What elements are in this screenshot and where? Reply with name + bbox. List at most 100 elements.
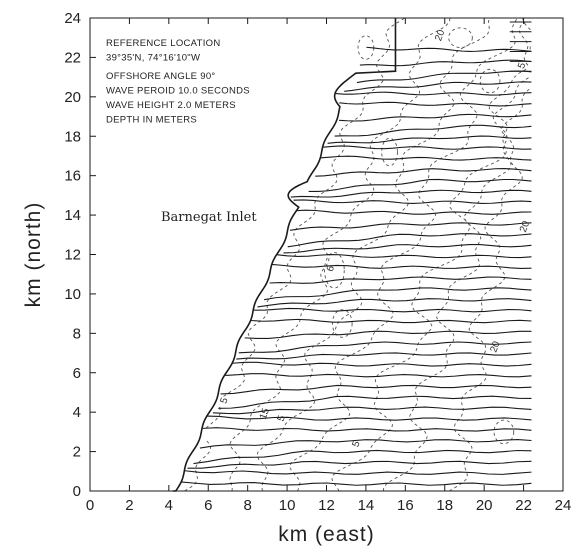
shoal-contour — [324, 252, 345, 289]
wave-ray — [269, 276, 532, 284]
x-tick-label: 16 — [397, 497, 414, 514]
barnegat-inlet-label: Barnegat Inlet — [161, 210, 257, 225]
wave-ray — [295, 209, 532, 215]
x-tick-label: 8 — [243, 497, 251, 514]
contour-depth-label: 20 — [518, 219, 532, 234]
x-tick-label: 2 — [125, 497, 133, 514]
shoal-contour — [331, 309, 353, 338]
wave-ray — [187, 460, 532, 469]
y-tick-label: 12 — [64, 247, 81, 264]
wave-ray — [283, 243, 532, 254]
annotation-line-reference: REFERENCE LOCATION — [106, 38, 221, 49]
wave-ray — [236, 352, 532, 360]
wave-ray — [323, 145, 532, 150]
wave-ray — [276, 254, 532, 259]
wave-ray — [232, 361, 532, 367]
wave-ray — [339, 113, 532, 122]
wave-ray — [308, 178, 532, 193]
y-tick-label: 22 — [64, 49, 81, 66]
wave-ray — [212, 406, 532, 415]
wave-ray — [359, 59, 532, 67]
x-tick-label: 0 — [86, 497, 94, 514]
y-tick-label: 16 — [64, 168, 81, 185]
wave-ray — [293, 199, 532, 205]
wave-ray — [218, 395, 532, 409]
x-tick-label: 4 — [165, 497, 173, 514]
wave-ray — [344, 81, 532, 92]
wave-ray — [290, 222, 532, 231]
wave-ray — [244, 330, 532, 340]
annotation-line-angle: OFFSHORE ANGLE 90° — [106, 71, 216, 82]
y-tick-label: 18 — [64, 128, 81, 145]
wave-ray — [315, 168, 532, 177]
depth-contour-line — [331, 68, 527, 492]
annotation-line-depth: DEPTH IN METERS — [106, 115, 197, 126]
y-tick-label: 0 — [73, 483, 81, 500]
wave-ray — [199, 439, 532, 449]
wave-ray — [238, 341, 532, 354]
x-tick-label: 12 — [318, 497, 335, 514]
contour-depth-label: 6 — [325, 264, 337, 273]
wave-ray — [334, 124, 532, 137]
wave-ray — [339, 101, 532, 107]
y-tick-label: 10 — [64, 286, 81, 303]
y-tick-label: 2 — [73, 444, 81, 461]
depth-contour-line — [448, 21, 530, 492]
wave-ray — [206, 415, 532, 421]
contour-depth-label: 15 — [258, 406, 272, 421]
x-tick-label: 14 — [358, 497, 375, 514]
x-tick-label: 22 — [515, 497, 532, 514]
x-tick-label: 10 — [279, 497, 296, 514]
wave-rays — [181, 21, 532, 486]
y-tick-label: 14 — [64, 207, 81, 224]
annotation-line-height: WAVE HEIGHT 2.0 METERS — [106, 100, 236, 111]
shoal-contour — [381, 137, 398, 167]
wave-ray — [356, 70, 532, 84]
contour-depth-label: 5 — [351, 439, 363, 448]
x-axis-ticks: 0 2 4 6 8 10 12 14 16 18 20 22 24 — [86, 18, 572, 514]
wave-ray — [335, 91, 532, 96]
annotation-line-coords: 39°35'N, 74°16'10"W — [106, 53, 200, 64]
wave-ray — [327, 135, 532, 144]
x-tick-label: 20 — [476, 497, 493, 514]
contour-depth-label: 20 — [488, 339, 502, 354]
wave-ray — [366, 46, 532, 52]
y-tick-label: 20 — [64, 89, 81, 106]
x-tick-label: 18 — [436, 497, 453, 514]
wave-ray — [225, 373, 532, 378]
wave-ray — [320, 155, 532, 161]
wave-ray — [184, 470, 532, 475]
y-tick-label: 8 — [73, 325, 81, 342]
wave-ray — [290, 189, 532, 198]
contour-depth-label: 20 — [433, 28, 447, 43]
y-axis-title: km (north) — [22, 202, 45, 308]
coastline — [172, 18, 397, 492]
x-tick-label: 24 — [555, 497, 572, 514]
wave-ray — [202, 427, 532, 432]
wave-ray — [254, 307, 532, 313]
contour-depth-label: 5 — [218, 396, 230, 405]
x-tick-label: 6 — [204, 497, 212, 514]
wave-ray — [220, 384, 532, 395]
annotation-block: REFERENCE LOCATION 39°35'N, 74°16'10"W O… — [106, 38, 250, 126]
contour-depth-label: 5 — [516, 61, 528, 70]
y-tick-label: 24 — [64, 10, 81, 27]
contour-depth-label: 5 — [276, 414, 288, 423]
shoal-contour — [493, 419, 515, 445]
wave-ray — [193, 449, 532, 465]
shoal-contour — [479, 68, 501, 94]
annotation-line-period: WAVE PEROID 10.0 SECONDS — [106, 86, 250, 97]
shoal-contour — [448, 27, 473, 49]
x-axis-title: km (east) — [278, 523, 375, 546]
wave-ray — [257, 298, 532, 308]
wave-ray — [181, 481, 532, 486]
y-tick-label: 6 — [73, 365, 81, 382]
wave-ray — [264, 287, 532, 301]
y-tick-label: 4 — [73, 404, 81, 421]
wave-ray — [271, 263, 532, 270]
wave-ray — [251, 318, 532, 324]
contour-labels: 5 15 5 20 20 20 5 6 5 — [218, 28, 532, 449]
